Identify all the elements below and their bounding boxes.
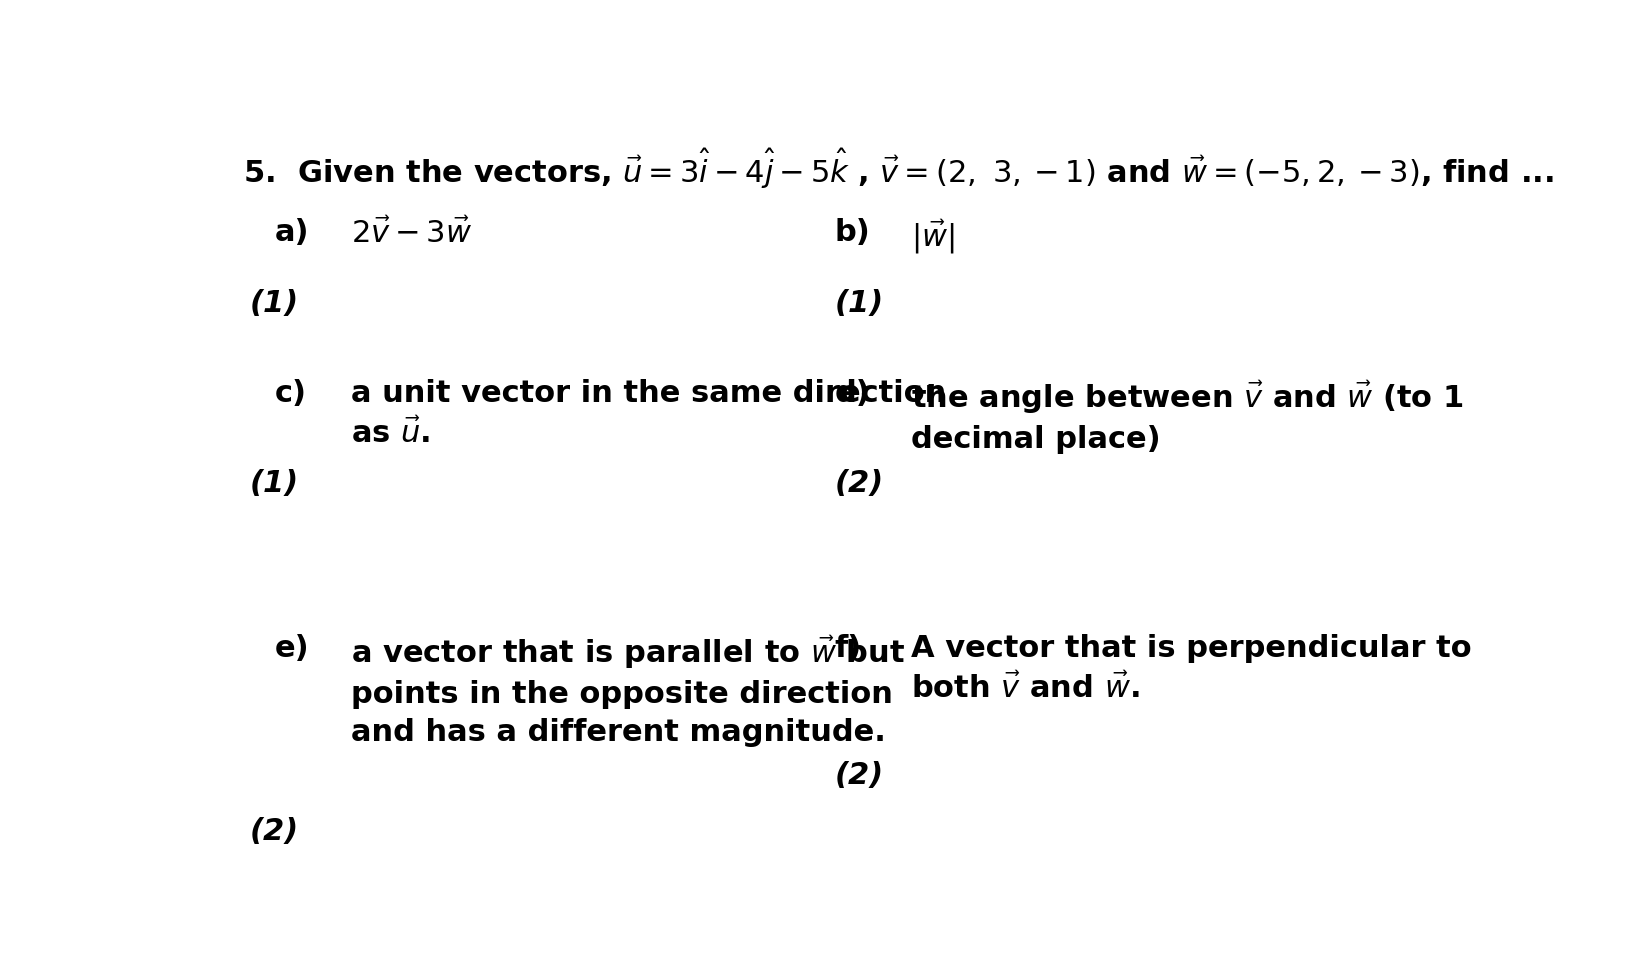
Text: a unit vector in the same direction
as $\vec{u}$.: a unit vector in the same direction as $… (351, 378, 947, 449)
Text: (1): (1) (249, 289, 299, 318)
Text: (2): (2) (249, 817, 299, 847)
Text: (1): (1) (249, 469, 299, 498)
Text: a vector that is parallel to $\vec{w}$ but
points in the opposite direction
and : a vector that is parallel to $\vec{w}$ b… (351, 633, 906, 747)
Text: e): e) (276, 633, 310, 663)
Text: the angle between $\vec{v}$ and $\vec{w}$ (to 1
decimal place): the angle between $\vec{v}$ and $\vec{w}… (911, 378, 1464, 454)
Text: $2\vec{v} - 3\vec{w}$: $2\vec{v} - 3\vec{w}$ (351, 218, 473, 249)
Text: a): a) (276, 218, 310, 247)
Text: b): b) (835, 218, 870, 247)
Text: (2): (2) (835, 469, 884, 498)
Text: d): d) (835, 378, 870, 408)
Text: 5.  Given the vectors, $\vec{u} = 3\hat{i} - 4\hat{j} - 5\hat{k}$ , $\vec{v} = (: 5. Given the vectors, $\vec{u} = 3\hat{i… (243, 147, 1554, 191)
Text: c): c) (276, 378, 307, 408)
Text: $|\vec{w}|$: $|\vec{w}|$ (911, 218, 955, 256)
Text: f): f) (835, 633, 862, 663)
Text: (2): (2) (835, 761, 884, 790)
Text: (1): (1) (835, 289, 884, 318)
Text: A vector that is perpendicular to
both $\vec{v}$ and $\vec{w}$.: A vector that is perpendicular to both $… (911, 633, 1472, 703)
